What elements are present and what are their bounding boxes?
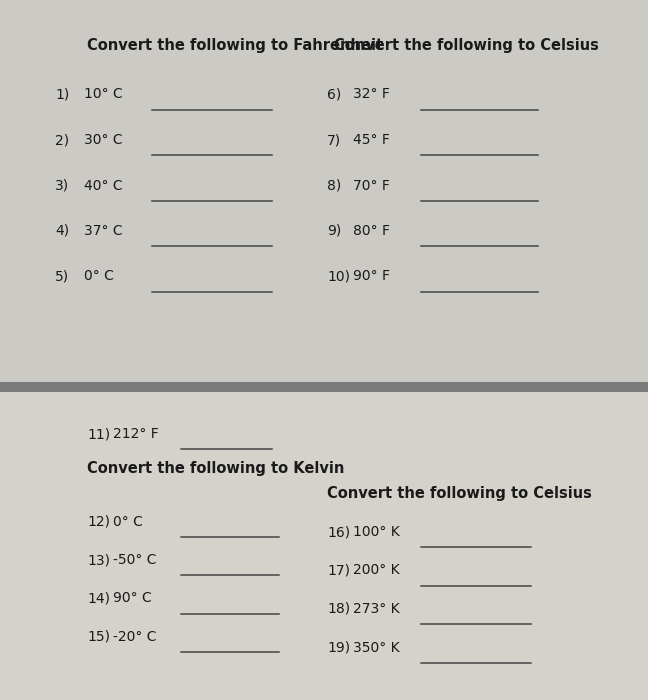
Text: 8): 8) <box>327 178 341 192</box>
Text: 17): 17) <box>327 564 350 577</box>
Text: 18): 18) <box>327 602 351 616</box>
Text: 6): 6) <box>327 88 341 102</box>
Text: 16): 16) <box>327 525 351 539</box>
Text: 0° C: 0° C <box>84 270 114 284</box>
Text: 40° C: 40° C <box>84 178 123 192</box>
Text: 30° C: 30° C <box>84 133 123 147</box>
Text: 70° F: 70° F <box>353 178 390 192</box>
Text: 15): 15) <box>87 630 110 644</box>
Text: Convert the following to Celsius: Convert the following to Celsius <box>327 486 592 501</box>
Text: 10): 10) <box>327 270 350 284</box>
Text: 14): 14) <box>87 592 110 606</box>
Bar <box>0 392 648 700</box>
Text: 11): 11) <box>87 427 111 441</box>
Text: 7): 7) <box>327 133 341 147</box>
Text: 0° C: 0° C <box>113 514 143 528</box>
Text: 212° F: 212° F <box>113 427 159 441</box>
Text: 13): 13) <box>87 553 110 567</box>
Text: 37° C: 37° C <box>84 224 123 238</box>
Text: 32° F: 32° F <box>353 88 390 102</box>
Text: 45° F: 45° F <box>353 133 390 147</box>
Text: -20° C: -20° C <box>113 630 157 644</box>
Text: 10° C: 10° C <box>84 88 123 102</box>
Bar <box>0 382 648 392</box>
Text: 2): 2) <box>55 133 69 147</box>
Text: 350° K: 350° K <box>353 640 400 654</box>
Bar <box>0 0 648 382</box>
Text: -50° C: -50° C <box>113 553 157 567</box>
Text: 1): 1) <box>55 88 69 102</box>
Text: 273° K: 273° K <box>353 602 400 616</box>
Text: Convert the following to Celsius: Convert the following to Celsius <box>334 38 599 53</box>
Text: Convert the following to Fahrenheit: Convert the following to Fahrenheit <box>87 38 384 53</box>
Text: 4): 4) <box>55 224 69 238</box>
Text: 3): 3) <box>55 178 69 192</box>
Text: 5): 5) <box>55 270 69 284</box>
Text: 19): 19) <box>327 640 351 654</box>
Text: 9): 9) <box>327 224 341 238</box>
Text: 100° K: 100° K <box>353 525 400 539</box>
Text: 200° K: 200° K <box>353 564 400 577</box>
Text: Convert the following to Kelvin: Convert the following to Kelvin <box>87 461 345 477</box>
Text: 90° C: 90° C <box>113 592 152 606</box>
Text: 90° F: 90° F <box>353 270 390 284</box>
Text: 12): 12) <box>87 514 110 528</box>
Text: 80° F: 80° F <box>353 224 390 238</box>
